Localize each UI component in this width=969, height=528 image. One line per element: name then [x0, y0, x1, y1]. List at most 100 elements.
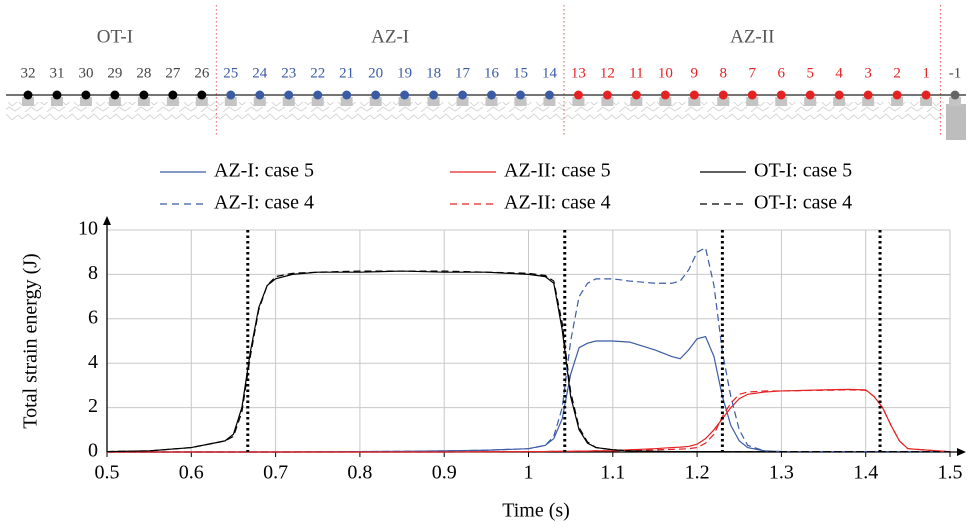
node-label: 4 [835, 65, 843, 81]
node-label: -1 [949, 65, 962, 81]
section-label: AZ-II [730, 26, 774, 47]
sensor-node [197, 90, 207, 100]
sleeper [717, 97, 730, 106]
node-label: 25 [223, 65, 238, 81]
sensor-node [950, 90, 960, 100]
x-tick-label: 1 [524, 462, 534, 484]
sensor-node [747, 90, 757, 100]
x-tick-label: 0.7 [263, 462, 288, 484]
sleeper [427, 97, 440, 106]
node-label: 16 [484, 65, 500, 81]
sensor-node [631, 90, 641, 100]
node-label: 3 [864, 65, 872, 81]
sleeper [253, 97, 266, 106]
x-axis-label: Time (s) [502, 500, 570, 522]
node-label: 23 [281, 65, 296, 81]
sleeper [485, 97, 498, 106]
node-label: 31 [49, 65, 64, 81]
y-axis-label: Total strain energy (J) [20, 253, 42, 428]
series-line [107, 389, 951, 453]
x-tick-label: 0.6 [179, 462, 204, 484]
x-tick-label: 1.1 [600, 462, 625, 484]
sleeper [282, 97, 295, 106]
sleeper [224, 97, 237, 106]
node-label: 1 [922, 65, 930, 81]
sleeper [108, 97, 121, 106]
sleeper [456, 97, 469, 106]
node-label: 30 [78, 65, 93, 81]
x-tick-label: 0.5 [95, 462, 120, 484]
node-label: 21 [339, 65, 354, 81]
y-tick-label: 6 [88, 306, 98, 328]
x-tick-label: 1.3 [769, 462, 794, 484]
y-tick-label: 10 [78, 218, 98, 240]
node-label: 19 [397, 65, 412, 81]
sleeper [630, 97, 643, 106]
sensor-node [892, 90, 902, 100]
sensor-node [52, 90, 62, 100]
sensor-node [602, 90, 612, 100]
sensor-node [458, 90, 468, 100]
sensor-node [573, 90, 583, 100]
sensor-node [255, 90, 265, 100]
sensor-node [371, 90, 381, 100]
x-tick-label: 1.5 [938, 462, 963, 484]
node-label: 20 [368, 65, 383, 81]
sensor-node [718, 90, 728, 100]
sleeper [775, 97, 788, 106]
legend-label: AZ-II: case 4 [504, 192, 611, 214]
node-label: 29 [107, 65, 122, 81]
node-label: 26 [194, 65, 210, 81]
node-label: 2 [893, 65, 901, 81]
sleeper [79, 97, 92, 106]
sleeper [514, 97, 527, 106]
section-label: OT-I [97, 26, 133, 47]
node-label: 9 [691, 65, 699, 81]
y-tick-label: 2 [88, 395, 98, 417]
sleeper [746, 97, 759, 106]
node-label: 15 [513, 65, 528, 81]
sensor-node [805, 90, 815, 100]
sensor-node [689, 90, 699, 100]
x-tick-label: 1.2 [685, 462, 710, 484]
sensor-node [776, 90, 786, 100]
node-label: 27 [165, 65, 181, 81]
section-label: AZ-I [371, 26, 409, 47]
sleeper [572, 97, 585, 106]
node-label: 12 [600, 65, 615, 81]
node-label: 22 [310, 65, 325, 81]
sleeper [398, 97, 411, 106]
sleeper [804, 97, 817, 106]
sensor-node [921, 90, 931, 100]
sleeper [195, 97, 208, 106]
legend-label: OT-I: case 5 [754, 160, 852, 182]
sensor-node [429, 90, 439, 100]
x-axis-arrow [957, 448, 966, 456]
sleeper [166, 97, 179, 106]
node-label: 10 [658, 65, 673, 81]
x-tick-label: 0.9 [432, 462, 457, 484]
sleeper [920, 97, 933, 106]
abutment [946, 104, 966, 140]
sensor-node [342, 90, 352, 100]
sensor-node [81, 90, 91, 100]
sensor-node [400, 90, 410, 100]
sleeper [340, 97, 353, 106]
sensor-node [23, 90, 33, 100]
ballast [6, 102, 944, 120]
sensor-node [515, 90, 525, 100]
node-label: 28 [136, 65, 151, 81]
sleeper [311, 97, 324, 106]
node-label: 24 [252, 65, 268, 81]
sleeper [369, 97, 382, 106]
sleeper [862, 97, 875, 106]
sleeper [833, 97, 846, 106]
node-label: 5 [806, 65, 814, 81]
sleeper [659, 97, 672, 106]
sensor-node [834, 90, 844, 100]
y-tick-label: 0 [88, 440, 98, 462]
x-tick-label: 1.4 [853, 462, 878, 484]
node-label: 14 [542, 65, 558, 81]
sleeper [891, 97, 904, 106]
